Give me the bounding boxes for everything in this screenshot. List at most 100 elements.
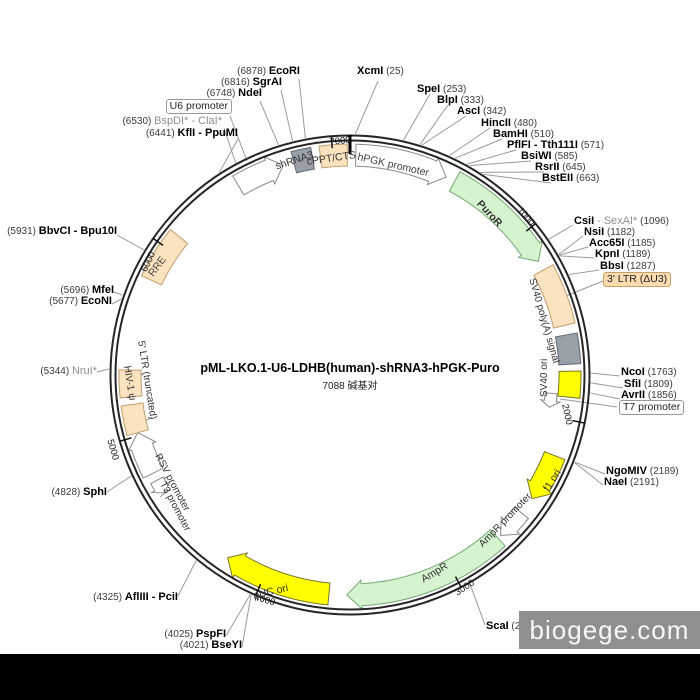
enzyme-label-bseyi: (4021) BseYI (180, 639, 242, 651)
backbone-outer-circle (109, 134, 591, 616)
enzyme-pos: (1182) (606, 227, 636, 238)
callout-ndei (259, 100, 279, 146)
callout-ncoi (590, 372, 621, 377)
enzyme-pos: (1856) (647, 390, 677, 401)
enzyme-pos: (6816) (220, 77, 250, 88)
enzyme-pos: (25) (386, 66, 404, 77)
enzyme-name: SphI (83, 486, 107, 498)
callout-sphi (106, 475, 132, 493)
callout-bsiwi (469, 160, 532, 167)
enzyme-label-spei: SpeI (253) (417, 83, 466, 95)
enzyme-label-kpni: KpnI (1189) (595, 248, 650, 260)
feature-hpgk-promoter-arrow (354, 143, 447, 186)
feature-5ltr-truncated-box (120, 402, 149, 437)
enzyme-name: CsiI (574, 215, 595, 227)
callout-spei (403, 93, 431, 141)
enzyme-label-ecori: (6878) EcoRI (237, 65, 300, 77)
callout-blpi (419, 104, 449, 145)
enzyme-pos: (6878) (237, 66, 267, 77)
enzyme-name: PflFI - Tth111I (507, 139, 578, 151)
feature-ampr-promoter-arrow (500, 506, 530, 536)
callout-bbsi (568, 269, 600, 276)
feature-label-sv40-ori: SV40 ori (539, 358, 550, 397)
feature-puc-ori-arrow (226, 552, 331, 606)
feature-t7-promoter-arrow (539, 392, 562, 408)
enzyme-label-acc65i: Acc65I (1185) (589, 237, 655, 249)
enzyme-name: AvrII (621, 389, 646, 401)
enzyme-pos: (1763) (647, 367, 677, 378)
callout-bamhi (455, 138, 503, 159)
feature-sv40-polya-box (554, 332, 582, 366)
enzyme-pos: (571) (580, 140, 605, 151)
enzyme-name: EcoNI (80, 295, 112, 307)
enzyme-name: BspDI* - ClaI* (154, 115, 222, 127)
watermark: biogege.com (519, 611, 700, 649)
enzyme-pos: (5696) (60, 285, 90, 296)
callout-bspdi (223, 127, 237, 164)
tick-5000 (119, 437, 132, 442)
enzyme-label-rsrii: RsrII (645) (535, 161, 586, 173)
callout-afliii (177, 560, 197, 597)
enzyme-name: SgrAI (252, 76, 282, 88)
enzyme-pos: (5344) (40, 366, 70, 377)
callout-xcmi (354, 80, 379, 135)
enzyme-label-bsiwi: BsiWI (585) (521, 150, 578, 162)
enzyme-label-kfli-ppumi: (6441) KflI - PpuMI (146, 127, 238, 139)
enzyme-name: NaeI (604, 476, 628, 488)
enzyme-label-bbsi: BbsI (1287) (600, 260, 656, 272)
callout-sfii (590, 382, 624, 389)
feature-3ltr-du3-box (533, 264, 576, 329)
enzyme-pos: (1287) (626, 261, 656, 272)
scale-ticks (119, 135, 585, 596)
enzyme-pos: (1809) (643, 379, 673, 390)
enzyme-name: NsiI (584, 226, 605, 238)
enzyme-label-mfei: (5696) MfeI (60, 284, 114, 296)
enzyme-pos: (6441) (145, 128, 175, 139)
callout-econi (111, 298, 122, 305)
enzyme-name: NruI* (71, 365, 97, 377)
bottom-black-bar (0, 654, 700, 700)
enzyme-name: NcoI (621, 366, 645, 378)
callout-lines (96, 78, 624, 648)
plasmid-title: pML-LKO.1-U6-LDHB(human)-shRNA3-hPGK-Pur… (200, 361, 500, 375)
enzyme-label-bspdi-clai: (6530) BspDI* - ClaI* (122, 115, 222, 127)
feature-u6-promoter-arrow (232, 155, 284, 196)
callout-nrui (96, 368, 110, 373)
enzyme-label-bsteii: BstEII (663) (542, 172, 599, 184)
feature-sv40-ori-box (557, 370, 582, 399)
tick-2000 (572, 419, 585, 424)
callout-ngomiv (574, 461, 606, 475)
enzyme-pos: (585) (554, 151, 578, 162)
enzyme-pos: (6530) (122, 116, 152, 127)
callout-3ltr (565, 280, 604, 297)
enzyme-name: NdeI (238, 87, 262, 99)
callout-u6-promoter (229, 115, 248, 162)
enzyme-pos: (6748) (206, 88, 236, 99)
enzyme-name: Acc65I (589, 237, 625, 249)
callout-bsteii (483, 173, 552, 184)
enzyme-name: NgoMIV (606, 465, 647, 477)
enzyme-pos: (645) (562, 162, 586, 173)
callout-hincii (449, 127, 491, 156)
enzyme-pos: (1189) (622, 249, 651, 260)
enzyme-label-ngomiv: NgoMIV (2189) (606, 465, 679, 477)
feature-rsv-promoter-arrow (127, 432, 164, 479)
label-t7-promoter: T7 promoter (619, 400, 685, 415)
enzyme-name: BsiWI (521, 150, 552, 162)
enzyme-pos: (1185) (627, 238, 656, 249)
enzyme-pos: (2191) (630, 477, 659, 488)
tick-3000 (454, 576, 462, 588)
enzyme-label-bbvci-bpu10i: (5931) BbvCI - Bpu10I (7, 225, 117, 237)
enzyme-label-xcmi: XcmI (25) (357, 65, 404, 77)
enzyme-name: KflI - PpuMI (177, 127, 239, 139)
feature-ampr-arrow (346, 529, 506, 611)
callout-kfli (218, 138, 239, 173)
enzyme-name: XcmI (357, 65, 384, 77)
enzyme-label-sphi: (4828) SphI (51, 486, 107, 498)
tick-1000 (525, 223, 537, 232)
enzyme-pos: (4325) (93, 592, 123, 603)
callout-asci (421, 115, 467, 146)
enzyme-pos: (5677) (49, 296, 79, 307)
callout-pspfi (225, 594, 251, 637)
enzyme-name: ScaI (486, 620, 509, 632)
